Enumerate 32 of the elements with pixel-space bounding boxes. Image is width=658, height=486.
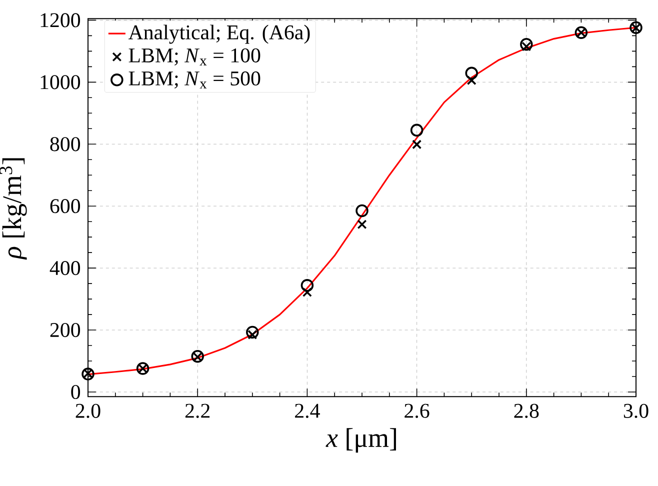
legend-label: Analytical; Eq. (A6a) (128, 24, 310, 44)
y-tick-label: 1000 (40, 75, 80, 90)
point (300, 279, 314, 292)
x-tick-label: 3.0 (624, 404, 648, 418)
y-tick-label: 0 (71, 384, 80, 400)
y-axis-title: ρ [kg/m$^{3}$] (0, 158, 27, 260)
legend-label: LBM; N$_{x}$ = 500 (128, 71, 260, 89)
y-tick-label: 600 (50, 199, 80, 214)
point (357, 220, 367, 230)
point (465, 66, 478, 80)
point (412, 140, 422, 150)
x-tick-label: 2.0 (76, 404, 100, 418)
point (302, 287, 312, 298)
point (522, 42, 532, 52)
point (246, 326, 259, 339)
x-tick-label: 2.6 (404, 404, 430, 418)
y-tick-label: 800 (50, 137, 80, 152)
x-tick-label: 2.4 (295, 404, 320, 418)
legend-label: LBM; N$_{x}$ = 100 (128, 48, 260, 66)
point (191, 350, 204, 363)
point (410, 124, 424, 137)
point (192, 352, 202, 362)
x-tick-label: 2.8 (514, 404, 539, 418)
y-tick-label: 200 (50, 322, 80, 338)
y-tick-label: 400 (50, 261, 80, 276)
y-tick-label: 1200 (40, 13, 80, 28)
point (466, 76, 476, 86)
line-series (88, 26, 636, 376)
point (520, 38, 533, 51)
point (356, 204, 368, 218)
x-axis-title: x [μm] (326, 428, 396, 453)
x-tick-label: 2.2 (185, 404, 210, 418)
